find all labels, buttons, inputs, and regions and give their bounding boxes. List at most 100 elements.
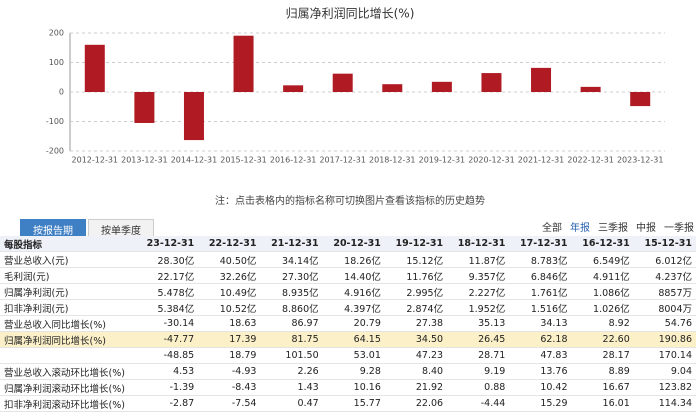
column-header: 20-12-31 (322, 236, 385, 252)
column-header: 17-12-31 (509, 236, 572, 252)
note: 注：点击表格内的指标名称可切换图片查看该指标的历史趋势 (215, 196, 485, 207)
cell: 18.26亿 (322, 251, 385, 268)
cell: 47.23 (384, 347, 448, 364)
cell: -1.39 (136, 379, 199, 396)
bar (630, 92, 651, 107)
data-table: 每股指标 23-12-31 22-12-31 21-12-31 20-12-31 19-1… (0, 236, 696, 412)
filters: 全部 年报 三季报 中报 一季报 (542, 219, 694, 234)
y-tick-label: -100 (46, 117, 64, 126)
x-tick-label: 2014-12-31 (171, 156, 218, 165)
cell: 16.67 (571, 379, 634, 396)
column-header: 23-12-31 (136, 236, 199, 252)
cell: 15.29 (509, 395, 572, 412)
cell: 20.79 (322, 315, 385, 332)
cell: -48.85 (136, 347, 199, 364)
cell: 0.88 (447, 379, 510, 396)
cell: 16.01 (571, 395, 634, 412)
cell: 64.15 (322, 331, 385, 348)
cell: 9.28 (322, 363, 385, 380)
cell: 4.397亿 (322, 299, 385, 316)
cell: 8.935亿 (260, 283, 323, 300)
cell: 35.13 (447, 315, 510, 332)
row-label[interactable]: 归属净利润(元) (0, 283, 136, 300)
cell: 8.783亿 (509, 251, 572, 268)
x-tick-label: 2015-12-31 (220, 156, 267, 165)
row-label[interactable]: 归属净利润同比增长(%) (0, 331, 136, 348)
cell: 28.17 (571, 347, 634, 364)
cell: 1.086亿 (571, 283, 634, 300)
row-label[interactable]: 毛利润(元) (0, 267, 136, 284)
cell: 15.12亿 (384, 251, 448, 268)
y-tick-label: 200 (49, 29, 64, 38)
x-tick-label: 2012-12-31 (72, 156, 119, 165)
table-row: 归属净利润同比增长(%) -47.77 17.39 81.75 64.15 34.50 26… (0, 331, 696, 348)
cell: 10.52亿 (198, 299, 261, 316)
cell: 6.549亿 (571, 251, 634, 268)
x-tick-label: 2020-12-31 (468, 156, 515, 165)
column-header: 15-12-31 (633, 236, 696, 252)
bar (183, 92, 204, 141)
cell: 22.17亿 (136, 267, 199, 284)
cell: 13.76 (509, 363, 572, 380)
tabs: 按报告期 按单季度 (20, 219, 156, 240)
x-tick-label: 2019-12-31 (419, 156, 466, 165)
cell: 5.478亿 (136, 283, 199, 300)
row-label[interactable]: 营业总收入同比增长(%) (0, 315, 136, 332)
cell: 27.38 (384, 315, 448, 332)
cell: 9.357亿 (447, 267, 510, 284)
cell: -2.87 (136, 395, 199, 412)
row-label[interactable]: 营业总收入滚动环比增长(%) (0, 363, 136, 380)
column-header: 18-12-31 (447, 236, 510, 252)
filter[interactable]: 三季报 (598, 223, 628, 234)
cell: 15.77 (322, 395, 385, 412)
cell: 32.26亿 (198, 267, 261, 284)
cell: 28.30亿 (136, 251, 199, 268)
table-row: 归属净利润(元) 5.478亿 10.49亿 8.935亿 4.916亿 2.995亿 2.… (0, 283, 696, 300)
bar (382, 84, 403, 92)
table-row: 毛利润(元) 22.17亿 32.26亿 27.30亿 14.40亿 11.76亿 9.35… (0, 267, 696, 284)
cell: 10.16 (322, 379, 385, 396)
cell: 114.34 (633, 395, 696, 412)
x-tick-label: 2023-12-31 (617, 156, 664, 165)
y-tick-label: 100 (49, 58, 64, 67)
filter[interactable]: 全部 (542, 223, 562, 234)
x-tick-label: 2013-12-31 (121, 156, 168, 165)
cell: 11.76亿 (384, 267, 448, 284)
cell: 1.026亿 (571, 299, 634, 316)
cell: 8.89 (571, 363, 634, 380)
cell: 4.911亿 (571, 267, 634, 284)
table-row: 扣非净利润(元) 5.384亿 10.52亿 8.860亿 4.397亿 2.874亿 1.… (0, 299, 696, 316)
header-row: 每股指标 23-12-31 22-12-31 21-12-31 20-12-31 19-1… (0, 236, 696, 252)
row-label[interactable]: 营业总收入(元) (0, 251, 136, 268)
cell: 4.916亿 (322, 283, 385, 300)
cell: 4.237亿 (633, 267, 696, 284)
chart-title: 归属净利润同比增长(%) (286, 7, 415, 21)
cell: 2.227亿 (447, 283, 510, 300)
filter[interactable]: 一季报 (664, 223, 694, 234)
y-tick-label: -200 (46, 147, 64, 156)
row-label[interactable] (0, 347, 136, 364)
cell: 6.012亿 (633, 251, 696, 268)
cell: 34.13 (509, 315, 572, 332)
cell: 101.50 (260, 347, 323, 364)
header-label: 每股指标 (0, 236, 136, 252)
cell: 10.42 (509, 379, 572, 396)
cell: 81.75 (260, 331, 323, 348)
cell: 123.82 (633, 379, 696, 396)
bar (431, 81, 452, 92)
row-label[interactable]: 扣非净利润(元) (0, 299, 136, 316)
cell: 6.846亿 (509, 267, 572, 284)
filter[interactable]: 年报 (570, 223, 590, 234)
cell: -4.44 (447, 395, 510, 412)
x-tick-label: 2021-12-31 (518, 156, 565, 165)
table-row: 营业总收入同比增长(%) -30.14 18.63 86.97 20.79 27.38 35… (0, 315, 696, 332)
row-label[interactable]: 扣非净利润滚动环比增长(%) (0, 395, 136, 412)
row-label[interactable]: 归属净利润滚动环比增长(%) (0, 379, 136, 396)
cell: 11.87亿 (447, 251, 510, 268)
filter[interactable]: 中报 (636, 223, 656, 234)
table-row: 扣非净利润滚动环比增长(%) -2.87 -7.54 0.47 15.77 22.06 -4… (0, 395, 696, 412)
cell: 17.39 (198, 331, 261, 348)
cell: 2.26 (260, 363, 323, 380)
bar (332, 73, 353, 92)
